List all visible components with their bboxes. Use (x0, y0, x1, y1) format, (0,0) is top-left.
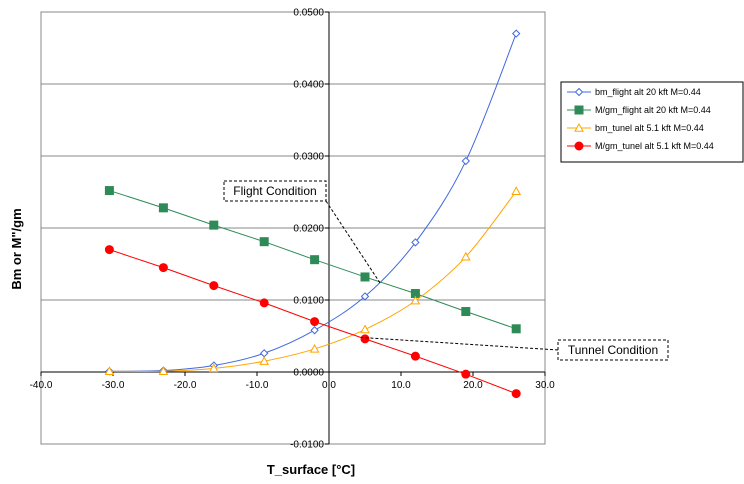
series-2 (104, 186, 521, 334)
y-tick-label: 0.0000 (293, 368, 324, 379)
series-4 (104, 245, 521, 399)
data-point (360, 324, 370, 334)
x-tick-label: 20.0 (463, 380, 483, 391)
y-tick-label: 0.0300 (293, 152, 324, 163)
data-point (209, 281, 219, 291)
data-point (158, 203, 168, 213)
data-point (310, 255, 320, 265)
legend-entry: bm_tunel alt 5.1 kft M=0.44 (567, 122, 704, 133)
data-point (309, 343, 320, 353)
data-point (360, 292, 370, 301)
legend-entry: M/gm_flight alt 20 kft M=0.44 (567, 105, 711, 115)
legend-marker (574, 105, 584, 115)
legend: bm_flight alt 20 kft M=0.44 M/gm_flight a… (560, 81, 744, 163)
legend-label: bm_tunel alt 5.1 kft M=0.44 (595, 123, 704, 133)
x-axis-title: T_surface [°C] (267, 462, 355, 477)
y-tick-label: 0.0200 (293, 224, 324, 235)
gridlines (41, 83, 545, 301)
legend-marker (574, 87, 584, 97)
axes: -40.0 -30.0 -20.0 -10.0 0.0 10.0 20.0 30.0 -0.01… (30, 8, 556, 451)
x-tick-label: -40.0 (30, 380, 53, 391)
data-point (360, 272, 370, 282)
annotation-leader (325, 200, 382, 285)
x-tick-label: 0.0 (322, 380, 336, 391)
plot-frame (40, 11, 546, 445)
data-point (511, 324, 521, 334)
legend-label: M/gm_tunel alt 5.1 kft M=0.44 (595, 141, 714, 151)
legend-marker (574, 122, 584, 132)
legend-box (560, 81, 744, 163)
data-point (360, 334, 370, 344)
data-point (259, 237, 269, 247)
series-layer (104, 29, 522, 399)
data-point (259, 349, 269, 358)
data-point (208, 363, 219, 373)
x-tick-label: -30.0 (102, 380, 125, 391)
data-point (259, 298, 269, 308)
x-tick-label: -20.0 (174, 380, 197, 391)
data-point (310, 317, 320, 327)
y-tick-label: 0.0500 (293, 8, 324, 19)
y-tick-label: -0.0100 (290, 440, 324, 451)
x-tick-label: 10.0 (391, 380, 411, 391)
legend-entry: bm_flight alt 20 kft M=0.44 (567, 87, 701, 97)
annotation-leader (361, 336, 559, 351)
y-tick-label: 0.0400 (293, 80, 324, 91)
y-axis-title: Bm or M"/gm (9, 208, 24, 289)
data-point (158, 366, 169, 375)
legend-label: bm_flight alt 20 kft M=0.44 (595, 87, 701, 97)
data-point (511, 29, 521, 38)
annotation-label: Tunnel Condition (568, 343, 658, 357)
x-tick-label: -10.0 (246, 380, 269, 391)
data-point (461, 307, 471, 317)
data-point (104, 245, 114, 255)
data-point (158, 263, 168, 273)
legend-label: M/gm_flight alt 20 kft M=0.44 (595, 105, 711, 115)
x-tick-label: 30.0 (535, 380, 555, 391)
data-point (310, 326, 319, 335)
data-point (411, 238, 420, 247)
annotation-label: Flight Condition (233, 184, 316, 198)
data-point (410, 295, 421, 305)
y-tick-label: 0.0100 (293, 296, 324, 307)
data-point (511, 186, 522, 195)
data-point (259, 356, 270, 365)
legend-marker (574, 141, 584, 151)
series-3 (104, 186, 522, 375)
data-point (209, 220, 219, 230)
data-point (460, 251, 471, 261)
annotation-box (223, 180, 327, 202)
data-point (511, 389, 521, 399)
annotations-layer: Flight Condition Tunnel Condition (223, 180, 669, 361)
legend-entry: M/gm_tunel alt 5.1 kft M=0.44 (567, 141, 714, 151)
data-point (104, 366, 115, 375)
series-line (109, 190, 517, 372)
data-point (104, 186, 114, 196)
data-point (461, 156, 471, 166)
data-point (410, 351, 420, 361)
data-point (461, 369, 471, 379)
